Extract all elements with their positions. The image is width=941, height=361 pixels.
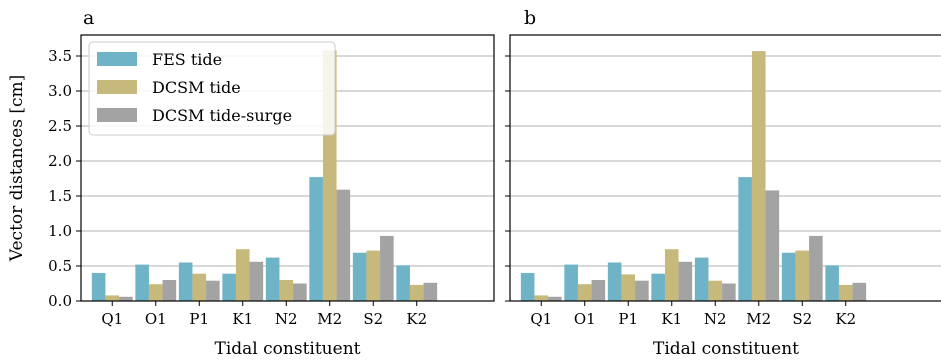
- bar-dcsm-tide-surge-m2: [336, 189, 351, 301]
- y-tick-label: 2.0: [48, 152, 72, 170]
- bar-dcsm-tide-surge-o1: [162, 280, 177, 301]
- bar-dcsm-tide-surge-p1: [206, 280, 220, 301]
- x-tick-label: K1: [232, 310, 253, 328]
- bar-dcsm-tide-k1: [235, 249, 250, 301]
- y-tick-label: 0.0: [48, 292, 72, 310]
- bar-dcsm-tide-surge-k1: [249, 261, 264, 301]
- bar-dcsm-tide-k2: [409, 284, 424, 301]
- y-tick-label: 3.0: [48, 82, 72, 100]
- y-tick-label: 2.5: [48, 117, 72, 135]
- legend-label: DCSM tide-surge: [152, 106, 292, 125]
- legend-swatch: [97, 80, 137, 94]
- legend-label: FES tide: [152, 50, 222, 69]
- legend-swatch: [97, 52, 137, 66]
- x-tick-label: K2: [835, 310, 856, 328]
- bar-dcsm-tide-surge-k2: [852, 282, 867, 301]
- x-tick-label: N2: [275, 310, 298, 328]
- x-axis-label: Tidal constituent: [653, 339, 799, 359]
- bar-dcsm-tide-s2: [366, 250, 381, 301]
- bar-dcsm-tide-surge-p1: [635, 280, 649, 301]
- bar-fes-tide-k2: [825, 265, 839, 301]
- legend-box: [88, 41, 336, 136]
- x-tick-label: K2: [406, 310, 427, 328]
- legend: FES tide DCSM tide DCSM tide-surge: [88, 41, 336, 136]
- bar-fes-tide-o1: [564, 264, 578, 301]
- bar-dcsm-tide-q1: [534, 295, 549, 301]
- plot-frame: [509, 34, 941, 302]
- x-tick-label: N2: [704, 310, 727, 328]
- bar-fes-tide-n2: [265, 257, 280, 301]
- y-tick-label: 0.5: [48, 257, 72, 275]
- y-axis-label: Vector distances [cm]: [7, 75, 27, 262]
- bar-dcsm-tide-surge-s2: [809, 235, 823, 301]
- panel-letter: b: [524, 7, 536, 29]
- bar-fes-tide-k2: [396, 265, 410, 301]
- bar-dcsm-tide-m2: [751, 51, 766, 301]
- legend-label: DCSM tide: [152, 78, 241, 97]
- x-tick-label: O1: [145, 310, 167, 328]
- bar-dcsm-tide-surge-s2: [380, 235, 394, 301]
- bar-fes-tide-k1: [222, 273, 236, 301]
- bar-dcsm-tide-surge-n2: [722, 283, 736, 301]
- bar-fes-tide-m2: [309, 177, 323, 301]
- bar-fes-tide-q1: [520, 273, 535, 301]
- x-tick-label: Q1: [530, 310, 552, 328]
- x-tick-label: K1: [661, 310, 682, 328]
- bar-dcsm-tide-surge-k1: [678, 261, 693, 301]
- bar-fes-tide-k1: [651, 273, 665, 301]
- bar-dcsm-tide-n2: [279, 280, 294, 301]
- bar-fes-tide-s2: [781, 252, 796, 301]
- panel-b: Q1 O1 P1 K1 N2 M2 S2 K2 Tidal constituent b: [505, 7, 941, 359]
- x-tick-label: M2: [317, 310, 342, 328]
- bar-dcsm-tide-surge-n2: [293, 283, 307, 301]
- y-tick-label: 1.5: [48, 187, 72, 205]
- bar-fes-tide-m2: [738, 177, 752, 301]
- x-tick-label: S2: [792, 310, 812, 328]
- bar-dcsm-tide-o1: [577, 284, 592, 301]
- x-tick-label: O1: [574, 310, 596, 328]
- bar-dcsm-tide-q1: [105, 295, 120, 301]
- plot-frame: [80, 34, 495, 302]
- bar-dcsm-tide-p1: [621, 274, 636, 301]
- bar-dcsm-tide-k2: [838, 284, 853, 301]
- bar-dcsm-tide-o1: [148, 284, 163, 301]
- x-tick-label: S2: [363, 310, 383, 328]
- x-axis-label: Tidal constituent: [215, 339, 361, 359]
- bar-fes-tide-s2: [352, 252, 367, 301]
- bar-dcsm-tide-s2: [795, 250, 810, 301]
- bar-dcsm-tide-surge-o1: [591, 280, 606, 301]
- legend-swatch: [97, 108, 137, 122]
- panel-a: Q1 O1 P1 K1 N2 M2 S2 K2 0.0 0.5 1.0 1.5 2.0 2.5 3.0 3.5…: [7, 7, 495, 359]
- bar-fes-tide-n2: [694, 257, 709, 301]
- x-tick-label: P1: [189, 310, 209, 328]
- bar-dcsm-tide-surge-q1: [119, 296, 133, 301]
- bar-dcsm-tide-n2: [708, 280, 723, 301]
- bar-fes-tide-p1: [607, 262, 622, 301]
- bar-dcsm-tide-surge-m2: [765, 190, 780, 301]
- x-tick-label: Q1: [101, 310, 123, 328]
- bar-dcsm-tide-surge-q1: [548, 296, 562, 301]
- bar-fes-tide-o1: [135, 264, 149, 301]
- bar-fes-tide-p1: [178, 262, 193, 301]
- bar-dcsm-tide-p1: [192, 273, 207, 301]
- bar-dcsm-tide-surge-k2: [423, 282, 438, 301]
- x-tick-label: M2: [746, 310, 771, 328]
- bar-dcsm-tide-k1: [664, 249, 679, 301]
- bar-fes-tide-q1: [91, 273, 106, 301]
- y-tick-label: 1.0: [48, 222, 72, 240]
- y-tick-label: 3.5: [48, 47, 72, 65]
- x-tick-label: P1: [618, 310, 638, 328]
- panel-letter: a: [83, 7, 94, 29]
